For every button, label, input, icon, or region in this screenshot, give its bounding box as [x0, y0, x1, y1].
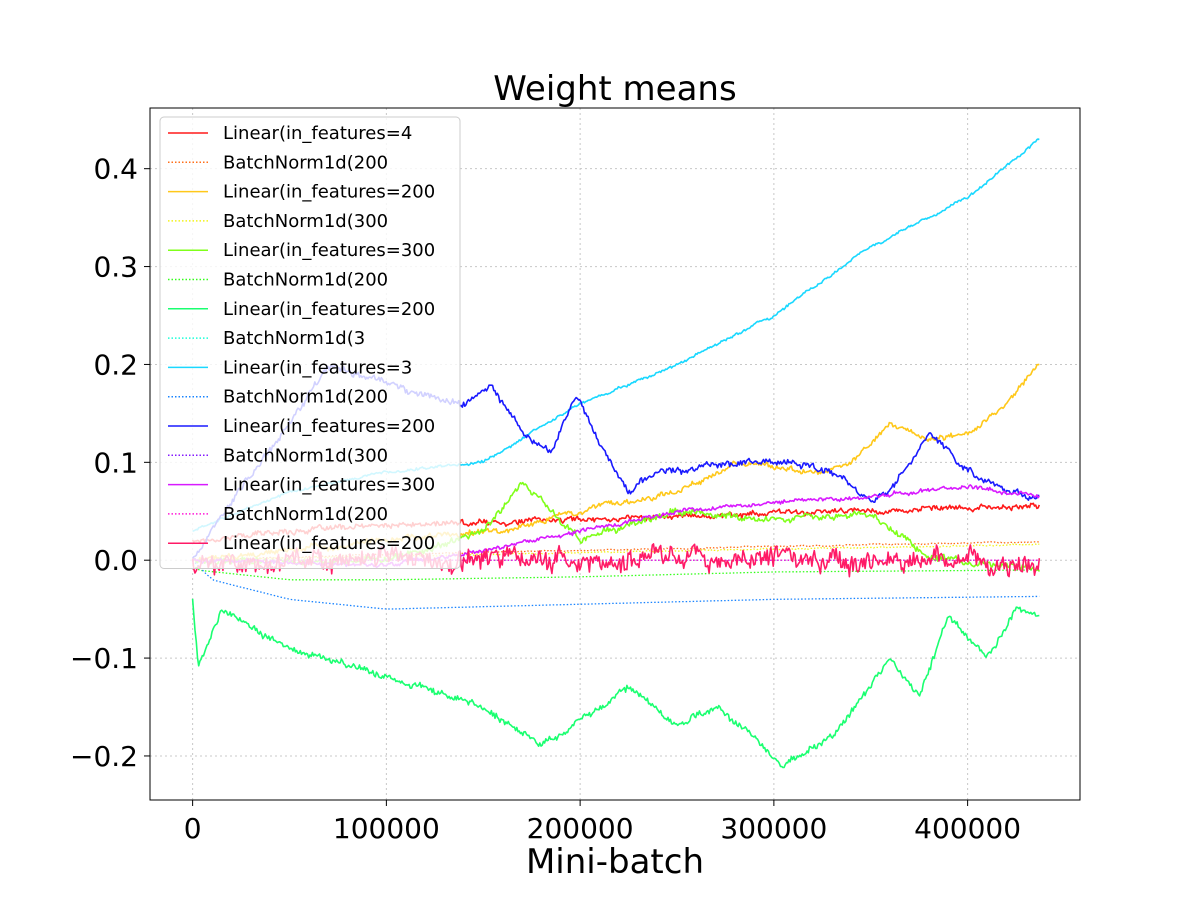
x-axis-label: Mini-batch — [526, 842, 704, 882]
chart-title: Weight means — [493, 69, 736, 109]
legend-label: BatchNorm1d(3 — [223, 328, 365, 349]
legend-label: BatchNorm1d(200 — [223, 152, 388, 173]
x-tick-label: 400000 — [914, 812, 1021, 845]
legend: Linear(in_features=4 BatchNorm1d(200 Linea… — [159, 116, 461, 569]
y-tick-label: 0.0 — [93, 544, 138, 577]
legend-label: Linear(in_features=3 — [223, 357, 412, 378]
y-tick-label: −0.2 — [70, 740, 138, 773]
x-tick-label: 0 — [184, 812, 202, 845]
legend-label: BatchNorm1d(200 — [223, 270, 388, 291]
legend-label: Linear(in_features=200 — [223, 182, 435, 203]
series-line-10 — [192, 559, 1040, 610]
series-line-2 — [192, 540, 1040, 562]
legend-label: Linear(in_features=200 — [223, 533, 435, 554]
legend-label: Linear(in_features=4 — [223, 123, 412, 144]
legend-label: Linear(in_features=300 — [223, 240, 435, 261]
legend-label: BatchNorm1d(300 — [223, 211, 388, 232]
legend-box — [159, 116, 461, 569]
series-line-7 — [191, 598, 1040, 769]
legend-label: BatchNorm1d(200 — [223, 387, 388, 408]
y-tick-label: 0.1 — [93, 446, 138, 479]
y-tick-label: 0.2 — [93, 348, 138, 381]
legend-label: Linear(in_features=300 — [223, 475, 435, 496]
y-tick-label: 0.3 — [93, 251, 138, 284]
legend-label: BatchNorm1d(200 — [223, 504, 388, 525]
plot-frame — [149, 107, 1081, 801]
legend-label: Linear(in_features=200 — [223, 299, 435, 320]
x-tick-label: 200000 — [527, 812, 634, 845]
y-tick-label: −0.1 — [70, 642, 138, 675]
series-line-6 — [192, 564, 1040, 581]
axis-ticks: 0 100000 200000 300000 400000 −0.2 −0.1 0.0 0.1 0… — [70, 153, 1021, 845]
x-tick-label: 300000 — [720, 812, 827, 845]
legend-label: BatchNorm1d(300 — [223, 445, 388, 466]
x-tick-label: 100000 — [333, 812, 440, 845]
legend-label: Linear(in_features=200 — [223, 416, 435, 437]
y-tick-label: 0.4 — [93, 153, 138, 186]
